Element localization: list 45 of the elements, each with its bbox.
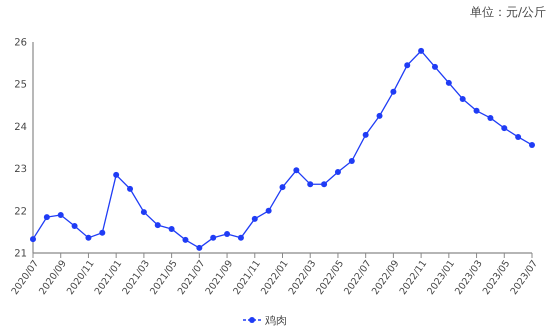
point [224,231,230,238]
point [210,234,216,241]
point [72,222,78,229]
point [432,64,438,70]
point [168,226,175,232]
point [127,186,134,192]
point [99,230,106,236]
point [85,234,92,241]
point [252,216,258,222]
point [376,112,383,119]
point [460,96,466,102]
point [44,214,50,220]
point [196,244,202,251]
y-tick-label: 26 [14,38,27,48]
point [418,48,424,54]
y-tick-label: 24 [14,122,27,133]
point [140,209,147,216]
point [238,234,244,241]
y-tick-label: 22 [14,206,27,218]
point [307,181,314,188]
legend-label: 鸡肉 [264,314,287,327]
point [30,236,36,242]
point [154,222,161,228]
point [58,212,64,218]
point [390,88,396,95]
point [293,167,300,174]
point [501,125,508,132]
y-tick-label: 21 [14,248,27,260]
point [515,134,522,140]
point [280,184,286,190]
point [446,80,452,86]
point [404,62,410,68]
y-tick-label: 25 [14,80,27,91]
point [182,236,188,243]
point [362,132,369,138]
point [529,142,535,148]
text: 单位：元/公斤 [470,5,546,19]
y-tick-label: 23 [14,164,27,176]
point [348,158,355,164]
point [487,114,494,121]
point [474,108,480,114]
point [334,168,341,175]
point [266,208,272,214]
point [113,172,120,178]
point [321,181,328,188]
